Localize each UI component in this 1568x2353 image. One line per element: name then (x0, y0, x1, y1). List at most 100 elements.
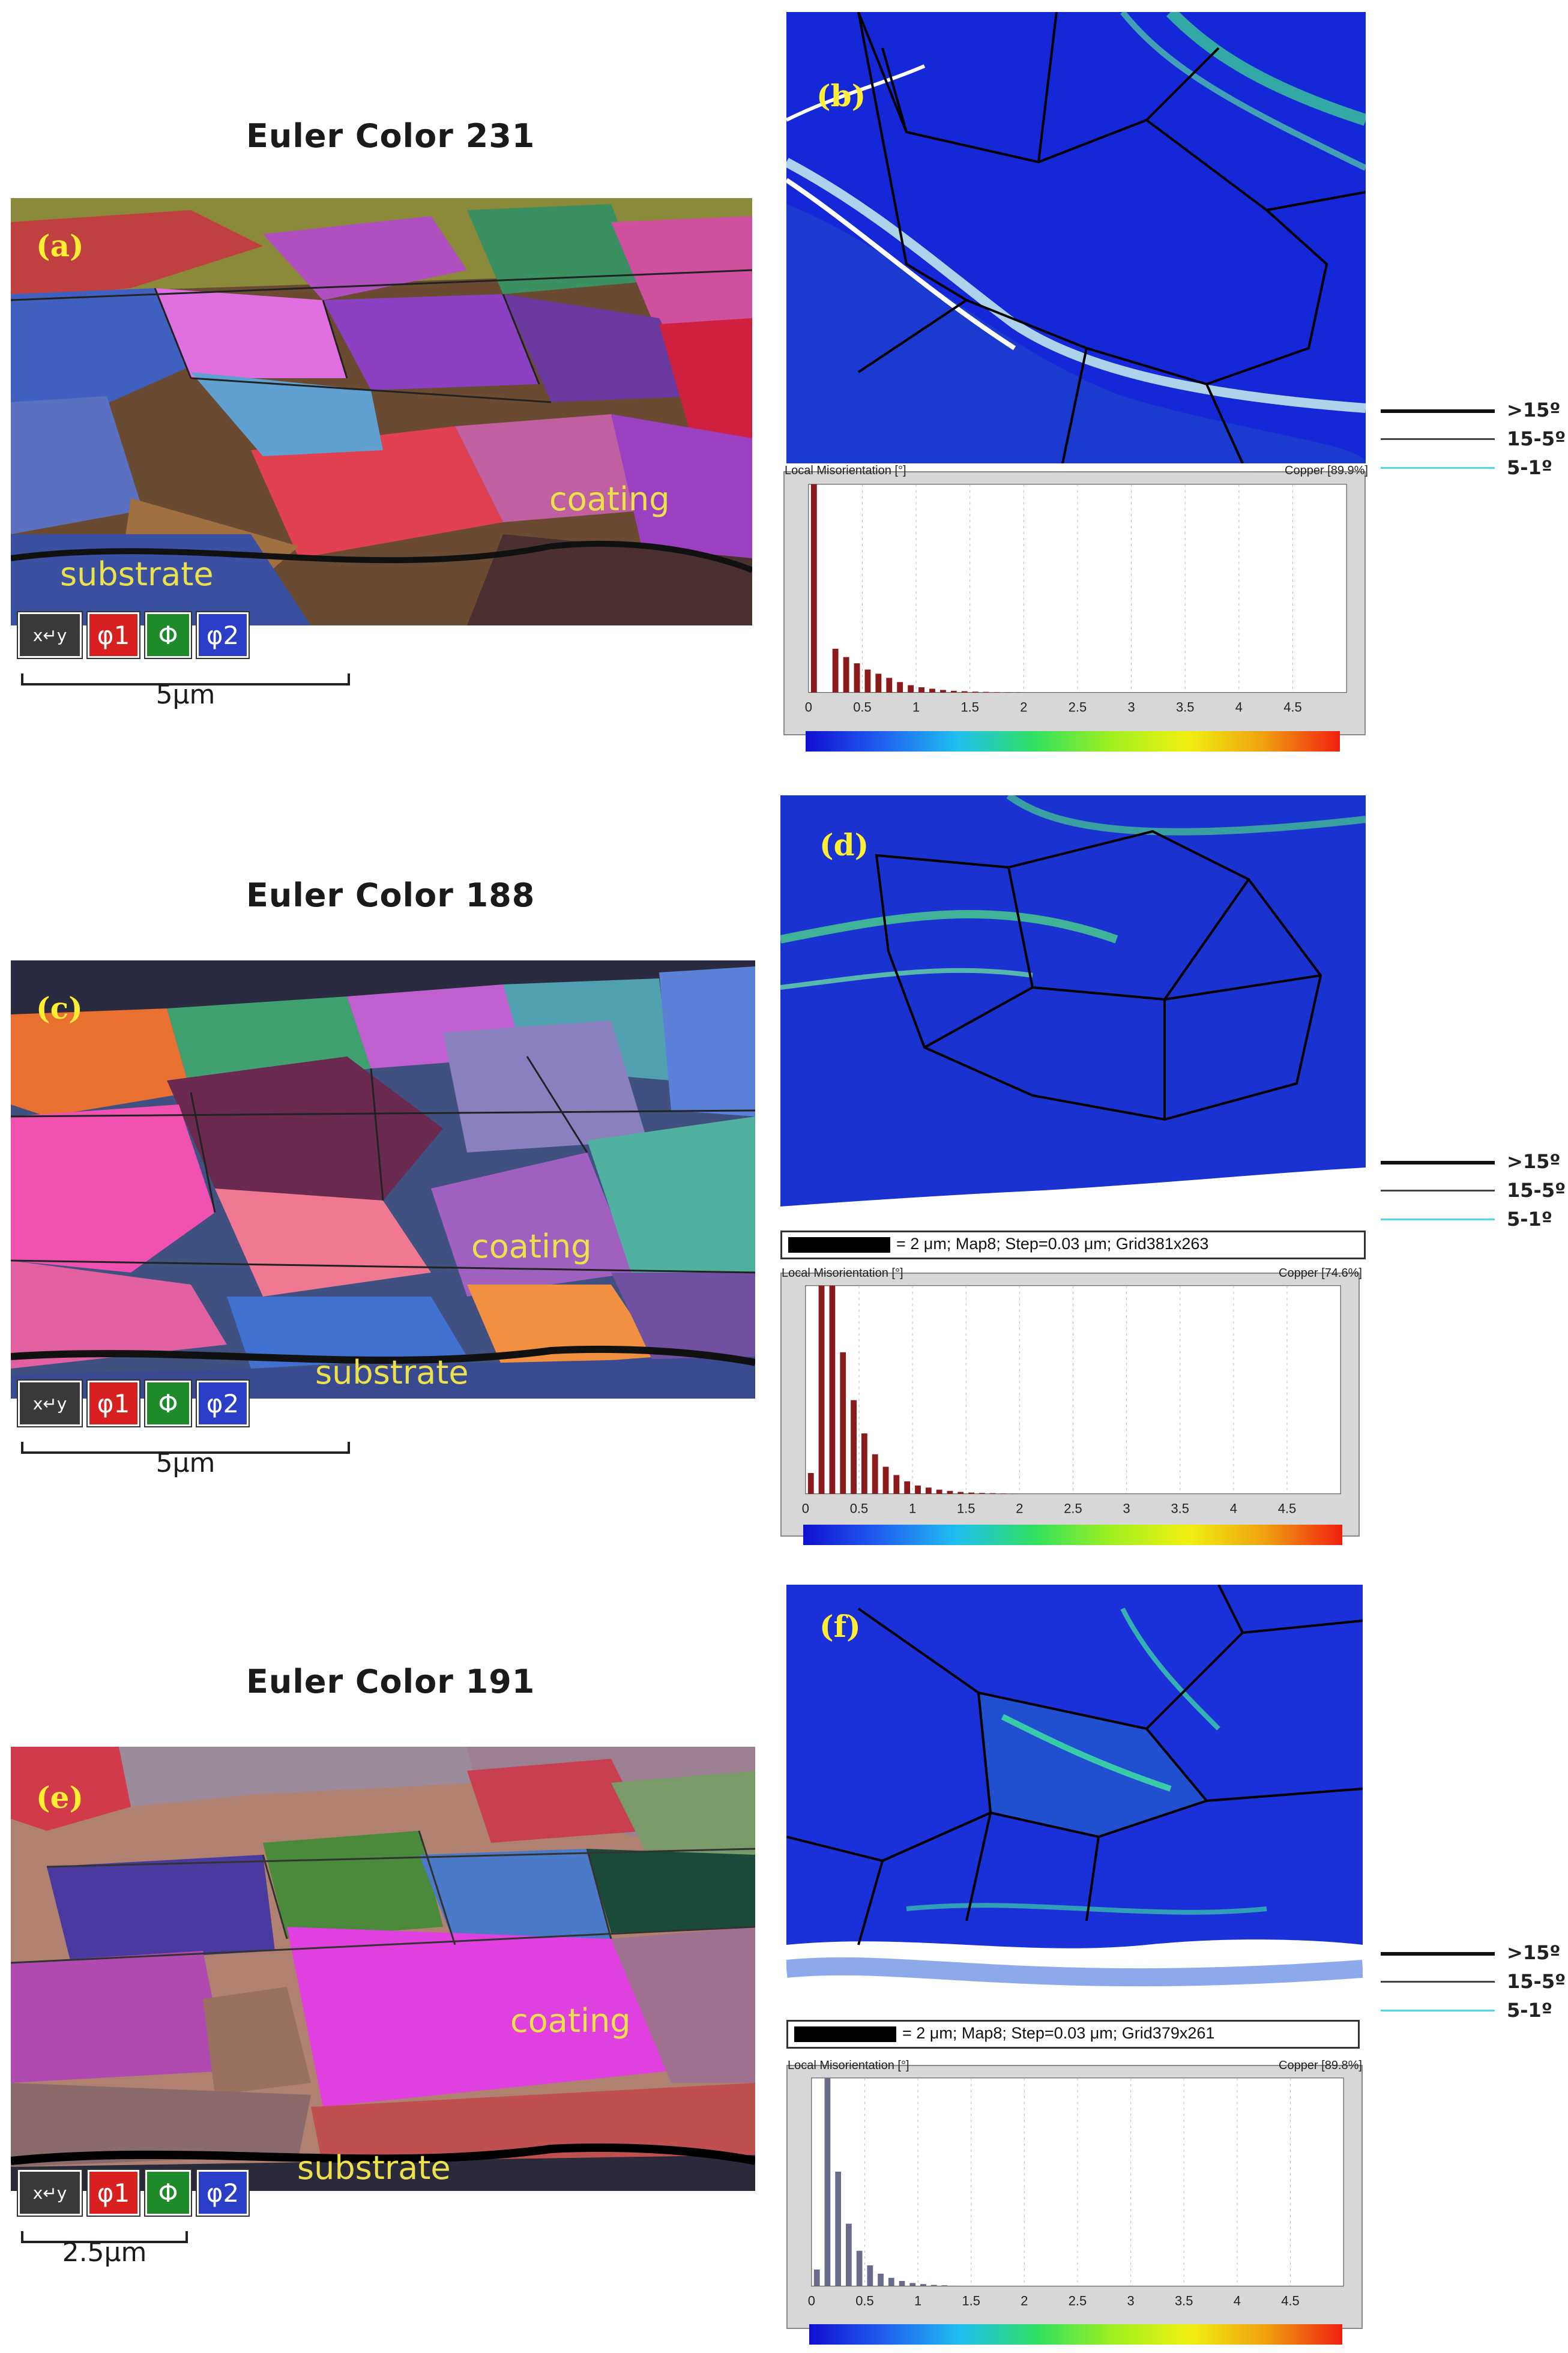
histogram-bar (968, 1492, 975, 1494)
legend-low: 5-1º (1507, 1208, 1552, 1231)
tick-label: 1.5 (962, 2293, 980, 2308)
tick-label: 0 (808, 2293, 815, 2308)
tick-label: 1.5 (960, 699, 978, 714)
euler-title-c: Euler Color 188 (246, 876, 535, 914)
scale-label-c: 5μm (155, 1448, 216, 1478)
scale-block (794, 2026, 896, 2042)
colorbar-d (803, 1525, 1342, 1545)
coating-label-e: coating (510, 2002, 631, 2040)
tick-label: 4.5 (1283, 699, 1301, 714)
tick-label: 2.5 (1069, 699, 1087, 714)
euler-axes-c: x↵y φ1 Φ φ2 (18, 1381, 249, 1426)
legend-mid: 15-5º (1507, 427, 1566, 450)
histogram-bar (908, 685, 914, 693)
tick-label: 4.5 (1281, 2293, 1299, 2308)
histogram-bar (972, 691, 978, 693)
xy-axis-icon: x↵y (18, 2170, 82, 2216)
histogram-bar (835, 2171, 842, 2286)
phi1-badge: φ1 (88, 1381, 139, 1426)
histogram-bar (824, 2077, 831, 2286)
histogram-bar (886, 678, 893, 693)
histogram-phase-b: Copper [89.9%] (1285, 464, 1368, 477)
histogram-bar (941, 2285, 948, 2286)
substrate-label-c: substrate (315, 1354, 469, 1391)
histogram-bar (875, 673, 882, 693)
scale-bar-a (21, 673, 350, 685)
histogram-bar (897, 682, 903, 693)
euler-axes-e: x↵y φ1 Φ φ2 (18, 2170, 249, 2216)
histogram-bar (929, 688, 935, 693)
histogram-title-d: Local Misorientation [°] (782, 1267, 903, 1280)
histogram-bar (845, 2223, 852, 2286)
histogram-bar (893, 1475, 900, 1494)
Phi-badge: Φ (145, 612, 191, 658)
boundary-legend-d: >15º 15-5º 5-1º (1381, 1148, 1566, 1234)
tick-label: 3.5 (1175, 2293, 1193, 2308)
histogram-bar (930, 2285, 937, 2286)
legend-low: 5-1º (1507, 1999, 1552, 2022)
histogram-bar (961, 691, 968, 693)
euler-map-a (11, 198, 752, 625)
xy-axis-icon: x↵y (18, 612, 82, 658)
histogram-bar (983, 691, 989, 693)
histogram-bar (818, 1285, 825, 1494)
histogram-bar (925, 1487, 932, 1494)
kam-map-f (786, 1585, 1363, 2020)
histogram-bar (872, 1454, 878, 1494)
euler-map-e (11, 1747, 755, 2191)
tick-label: 4 (1234, 2293, 1241, 2308)
legend-high: >15º (1507, 399, 1561, 421)
scale-bar-e (21, 2231, 188, 2243)
legend-low: 5-1º (1507, 456, 1552, 479)
map-info-text-f: = 2 μm; Map8; Step=0.03 μm; Grid379x261 (902, 2024, 1215, 2042)
euler-title-a: Euler Color 231 (246, 117, 535, 155)
tick-label: 1 (914, 2293, 921, 2308)
tick-label: 2 (1021, 2293, 1028, 2308)
panel-label-b: (b) (816, 78, 866, 113)
tick-label: 3.5 (1176, 699, 1194, 714)
histogram-bar (810, 484, 817, 693)
colorbar-f (809, 2324, 1342, 2345)
tick-label: 3 (1127, 2293, 1135, 2308)
histogram-bar (864, 669, 871, 693)
legend-mid: 15-5º (1507, 1179, 1566, 1202)
panel-label-f: (f) (819, 1609, 861, 1644)
legend-high: >15º (1507, 1941, 1561, 1964)
histogram-bar (918, 687, 924, 693)
tick-label: 1 (912, 699, 920, 714)
boundary-legend-b: >15º 15-5º 5-1º (1381, 396, 1566, 483)
histogram-bar (888, 2277, 894, 2286)
Phi-badge: Φ (145, 2170, 191, 2216)
tick-label: 0.5 (853, 699, 871, 714)
phi2-badge: φ2 (197, 612, 249, 658)
substrate-label-e: substrate (297, 2149, 451, 2187)
scale-bar-c (21, 1442, 350, 1454)
histogram-bar (813, 2269, 820, 2286)
histogram-bar (915, 1485, 921, 1494)
map-info-text-d: = 2 μm; Map8; Step=0.03 μm; Grid381x263 (896, 1235, 1209, 1253)
histogram-bar (829, 1285, 836, 1494)
histogram-title-b: Local Misorientation [°] (785, 464, 906, 477)
tick-label: 0 (802, 1501, 809, 1516)
histogram-bar (878, 2273, 884, 2286)
legend-high: >15º (1507, 1150, 1561, 1173)
substrate-label-a: substrate (60, 555, 214, 593)
histogram-bar (854, 663, 860, 693)
histogram-bar (1004, 692, 1011, 693)
histogram-title-f: Local Misorientation [°] (788, 2059, 909, 2072)
euler-map-c (11, 960, 755, 1399)
histogram-bar (920, 2284, 926, 2286)
tick-label: 0 (805, 699, 812, 714)
euler-axes-a: x↵y φ1 Φ φ2 (18, 612, 249, 658)
histogram-d: 0 0.5 1 1.5 2 2.5 3 3.5 4 4.5 (780, 1273, 1360, 1537)
tick-label: 3 (1128, 699, 1135, 714)
histogram-bar (851, 1400, 857, 1494)
boundary-legend-f: >15º 15-5º 5-1º (1381, 1939, 1566, 2025)
euler-title-e: Euler Color 191 (246, 1663, 535, 1701)
panel-label-d: (d) (819, 827, 869, 863)
histogram-bar (856, 2250, 863, 2286)
histogram-bar (904, 1481, 911, 1494)
Phi-badge: Φ (145, 1381, 191, 1426)
scale-block (788, 1237, 890, 1253)
legend-mid: 15-5º (1507, 1970, 1566, 1993)
